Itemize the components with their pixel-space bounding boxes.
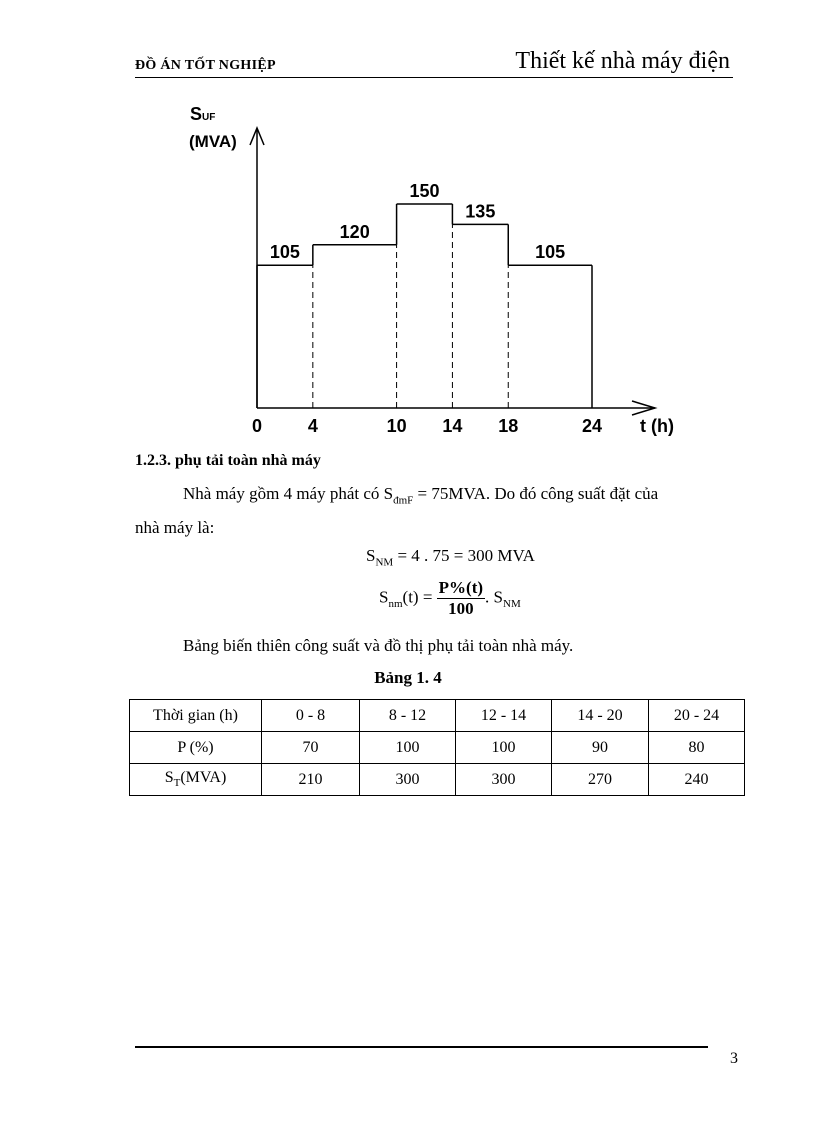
table-cell: 100 xyxy=(455,731,552,764)
x-tick-label: 14 xyxy=(442,416,462,436)
table-cell: 8 - 12 xyxy=(359,699,456,732)
value-label: 105 xyxy=(270,242,300,262)
value-label: 135 xyxy=(465,201,495,221)
table-cell: 300 xyxy=(455,763,552,796)
table-row: ST(MVA) 210 300 300 270 240 xyxy=(129,763,745,796)
table-cell: 12 - 14 xyxy=(455,699,552,732)
paragraph-1-line2: nhà máy là: xyxy=(135,518,215,537)
table-cell: 240 xyxy=(648,763,745,796)
page-number: 3 xyxy=(730,1050,738,1067)
header-rule xyxy=(135,77,733,78)
table-cell: 14 - 20 xyxy=(551,699,649,732)
x-tick-label: 10 xyxy=(387,416,407,436)
table-cell: 300 xyxy=(359,763,456,796)
table-cell: 100 xyxy=(359,731,456,764)
y-axis-unit: (MVA) xyxy=(189,132,237,151)
section-title: 1.2.3. phụ tải toàn nhà máy xyxy=(135,452,321,469)
table-cell: 0 - 8 xyxy=(261,699,360,732)
table-cell: 20 - 24 xyxy=(648,699,745,732)
y-axis-arrow xyxy=(249,126,265,146)
table-cell: 270 xyxy=(551,763,649,796)
table-cell: 210 xyxy=(261,763,360,796)
table-cell: ST(MVA) xyxy=(129,763,262,796)
value-label: 105 xyxy=(535,242,565,262)
equation-snm-t: Snm(t) = P%(t) 100. SNM xyxy=(379,578,521,618)
header-left: ĐỒ ÁN TỐT NGHIỆP xyxy=(135,58,276,73)
y-axis-label: SUF xyxy=(190,104,215,124)
x-tick-label: 24 xyxy=(582,416,602,436)
x-axis-arrow xyxy=(631,400,658,416)
x-tick-label: 4 xyxy=(308,416,318,436)
paragraph-2: Bảng biến thiên công suất và đồ thị phụ … xyxy=(183,636,574,655)
load-chart: SUF (MVA) t (h) 105 120 150 135 105 0 4 10 14 18 24 xyxy=(189,104,674,436)
table-cell: P (%) xyxy=(129,731,262,764)
x-tick-label: 0 xyxy=(252,416,262,436)
paragraph-1: Nhà máy gồm 4 máy phát có SđmF = 75MVA. … xyxy=(183,484,659,507)
table-row: P (%) 70 100 100 90 80 xyxy=(129,731,745,764)
x-tick-label: 18 xyxy=(498,416,518,436)
fraction: P%(t) 100 xyxy=(436,578,486,618)
value-label: 120 xyxy=(340,222,370,242)
x-axis-label: t (h) xyxy=(640,416,674,436)
header-right: Thiết kế nhà máy điện xyxy=(515,48,730,74)
table-cell: Thời gian (h) xyxy=(129,699,262,732)
equation-snm: SNM = 4 . 75 = 300 MVA xyxy=(366,546,535,569)
value-label: 150 xyxy=(409,181,439,201)
table-cell: 70 xyxy=(261,731,360,764)
table-caption: Bảng 1. 4 xyxy=(374,668,442,687)
table-cell: 80 xyxy=(648,731,745,764)
table-cell: 90 xyxy=(551,731,649,764)
footer-rule xyxy=(135,1046,708,1048)
